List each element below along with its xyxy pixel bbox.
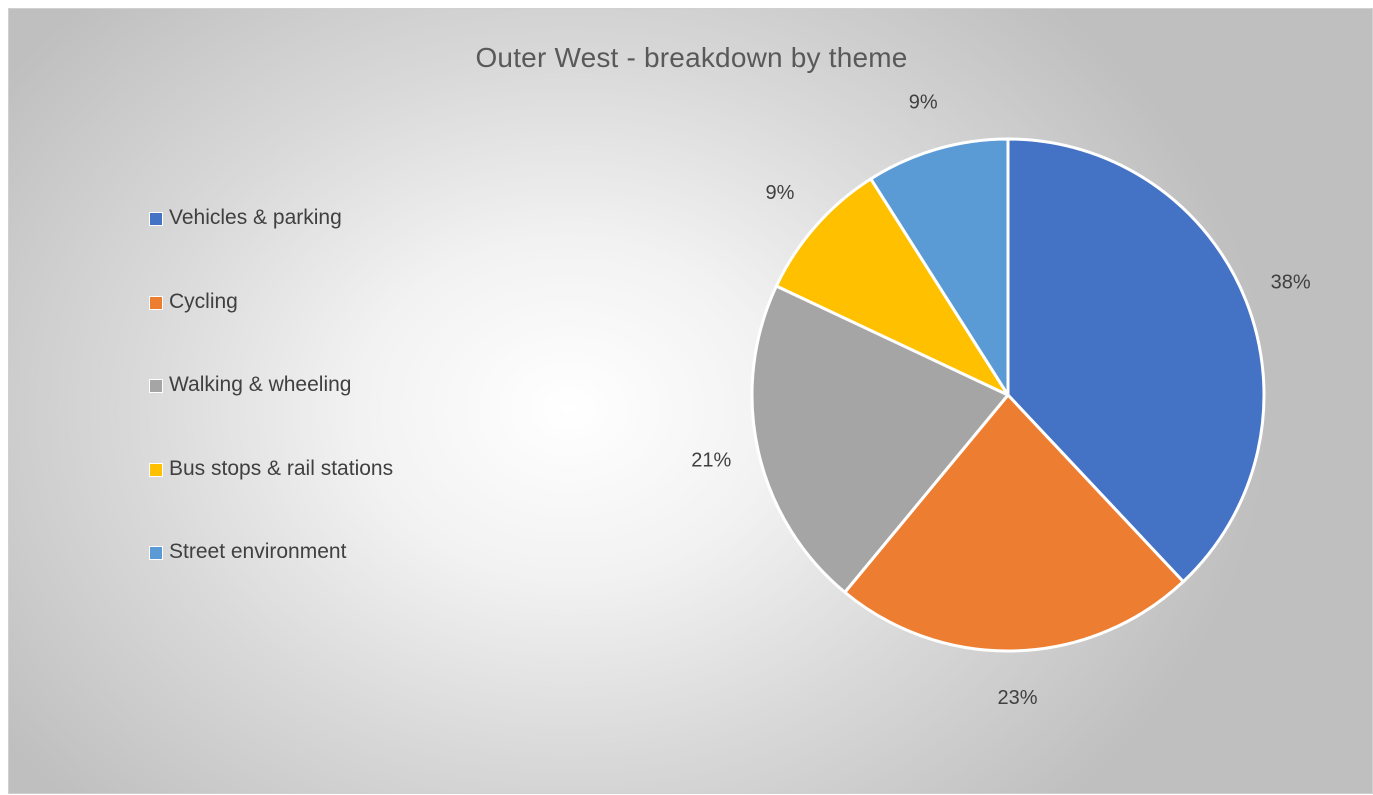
pie-slices — [752, 139, 1264, 651]
data-label-street-environment: 9% — [909, 91, 938, 113]
chart-area: Outer West - breakdown by theme Vehicles… — [8, 8, 1373, 794]
data-label-walking-wheeling: 21% — [691, 450, 731, 472]
pie-chart: 38% 23% 21% 9% 9% — [9, 9, 1373, 795]
data-label-vehicles-parking: 38% — [1271, 271, 1311, 293]
data-label-cycling: 23% — [998, 687, 1038, 709]
data-label-bus-stops-rail-stations: 9% — [766, 182, 795, 204]
